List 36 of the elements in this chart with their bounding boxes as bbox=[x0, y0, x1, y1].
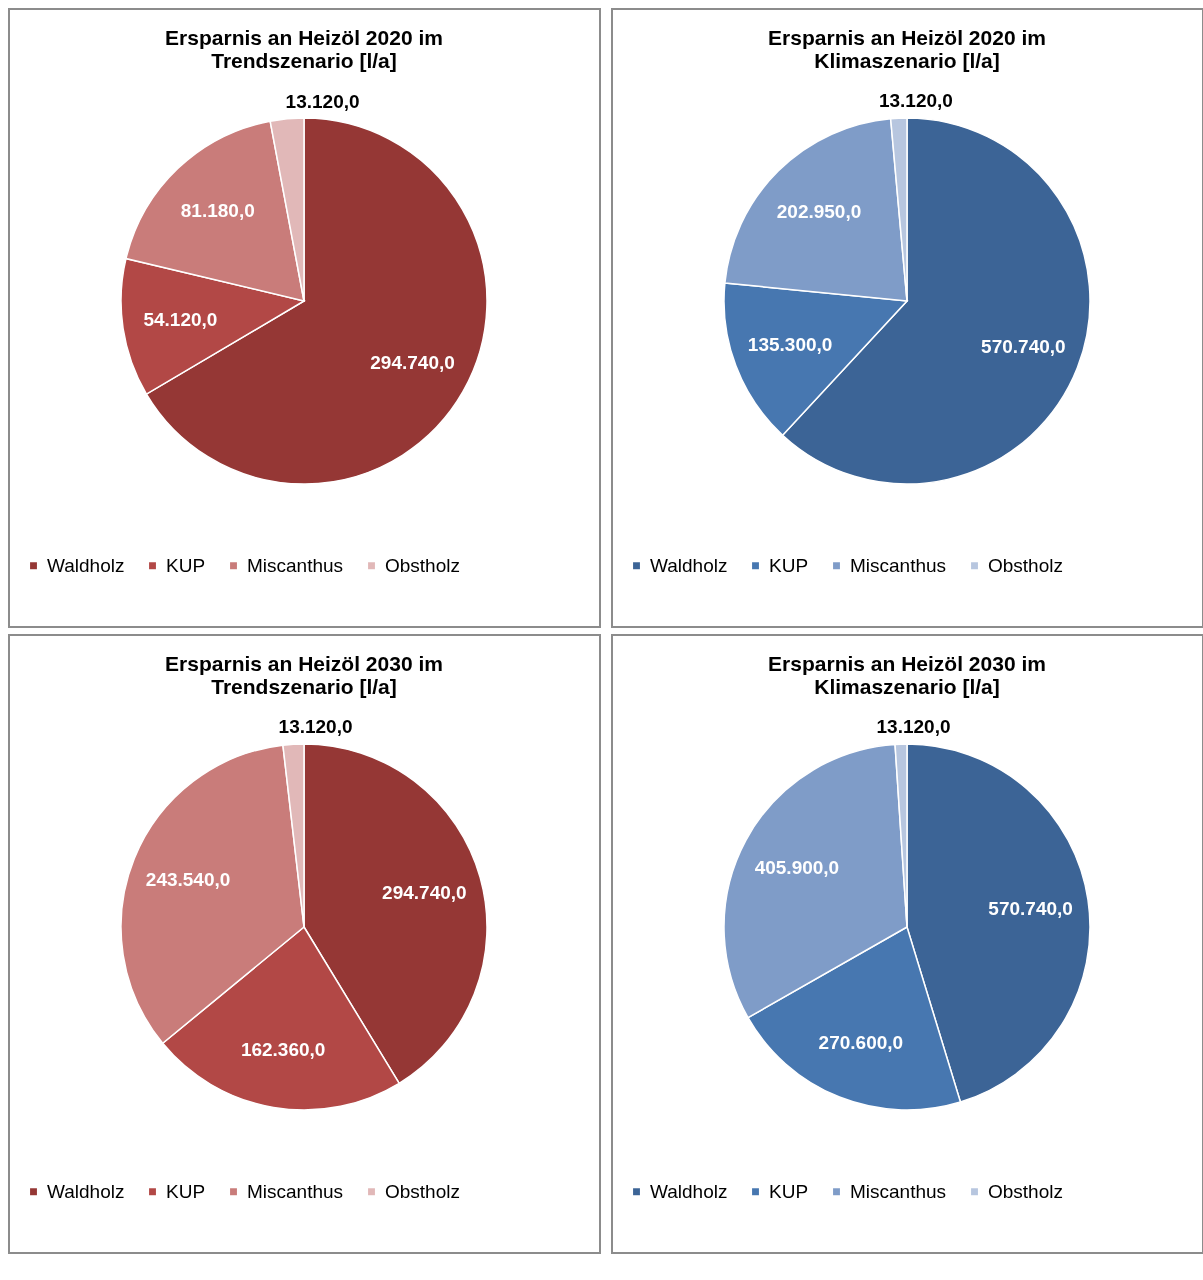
chart-title: Ersparnis an Heizöl 2030 im Klimaszenario [l/a] bbox=[768, 652, 1046, 698]
legend-label: Miscanthus bbox=[850, 554, 947, 576]
legend-label: KUP bbox=[166, 554, 206, 576]
legend-label: Waldholz bbox=[650, 554, 728, 576]
legend-label: KUP bbox=[769, 1180, 809, 1202]
data-label: 570.740,0 bbox=[981, 335, 1066, 357]
data-label: 570.740,0 bbox=[988, 897, 1073, 919]
legend-label: KUP bbox=[166, 1180, 206, 1202]
legend-label: KUP bbox=[769, 554, 809, 576]
data-label: 202.950,0 bbox=[776, 201, 862, 223]
data-label: 270.600,0 bbox=[818, 1032, 904, 1054]
legend-label: Miscanthus bbox=[247, 554, 344, 576]
data-label: 294.740,0 bbox=[370, 351, 455, 373]
legend-label: Waldholz bbox=[650, 1180, 728, 1202]
chart-title: Ersparnis an Heizöl 2030 im Trendszenario [l/a] bbox=[165, 652, 443, 698]
chart-title: Ersparnis an Heizöl 2020 im Trendszenario [l/a] bbox=[165, 26, 443, 72]
data-label: 81.180,0 bbox=[180, 199, 255, 221]
legend-label: Obstholz bbox=[988, 1180, 1063, 1202]
legend-label: Waldholz bbox=[47, 554, 125, 576]
data-label: 135.300,0 bbox=[747, 334, 833, 356]
data-label: 13.120,0 bbox=[878, 90, 953, 112]
data-label: 13.120,0 bbox=[285, 90, 360, 112]
chart-title: Ersparnis an Heizöl 2020 im Klimaszenario [l/a] bbox=[768, 26, 1046, 72]
data-label: 243.540,0 bbox=[145, 869, 231, 891]
data-label: 13.120,0 bbox=[278, 716, 353, 738]
legend-label: Obstholz bbox=[385, 554, 460, 576]
legend-label: Obstholz bbox=[385, 1180, 460, 1202]
data-label: 13.120,0 bbox=[876, 716, 951, 738]
legend-label: Obstholz bbox=[988, 554, 1063, 576]
legend-label: Miscanthus bbox=[850, 1180, 947, 1202]
data-label: 162.360,0 bbox=[240, 1039, 326, 1061]
data-label: 294.740,0 bbox=[382, 882, 467, 904]
legend-label: Waldholz bbox=[47, 1180, 125, 1202]
data-label: 54.120,0 bbox=[143, 308, 218, 330]
legend-label: Miscanthus bbox=[247, 1180, 344, 1202]
data-label: 405.900,0 bbox=[754, 856, 840, 878]
